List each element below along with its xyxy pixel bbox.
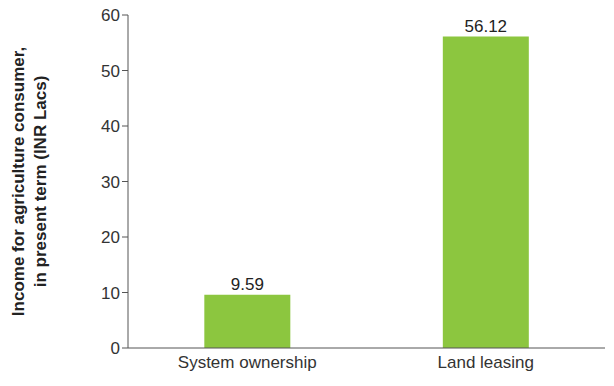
svg-text:Income for agriculture consume: Income for agriculture consumer,in prese…	[9, 47, 50, 316]
svg-text:9.59: 9.59	[231, 275, 264, 294]
svg-text:40: 40	[101, 117, 120, 136]
svg-text:20: 20	[101, 228, 120, 247]
svg-text:0: 0	[111, 339, 120, 358]
svg-text:60: 60	[101, 6, 120, 25]
svg-text:10: 10	[101, 284, 120, 303]
svg-text:56.12: 56.12	[465, 17, 508, 36]
svg-text:50: 50	[101, 62, 120, 81]
svg-text:Land leasing: Land leasing	[438, 353, 534, 372]
svg-text:30: 30	[101, 173, 120, 192]
svg-text:System ownership: System ownership	[178, 353, 317, 372]
